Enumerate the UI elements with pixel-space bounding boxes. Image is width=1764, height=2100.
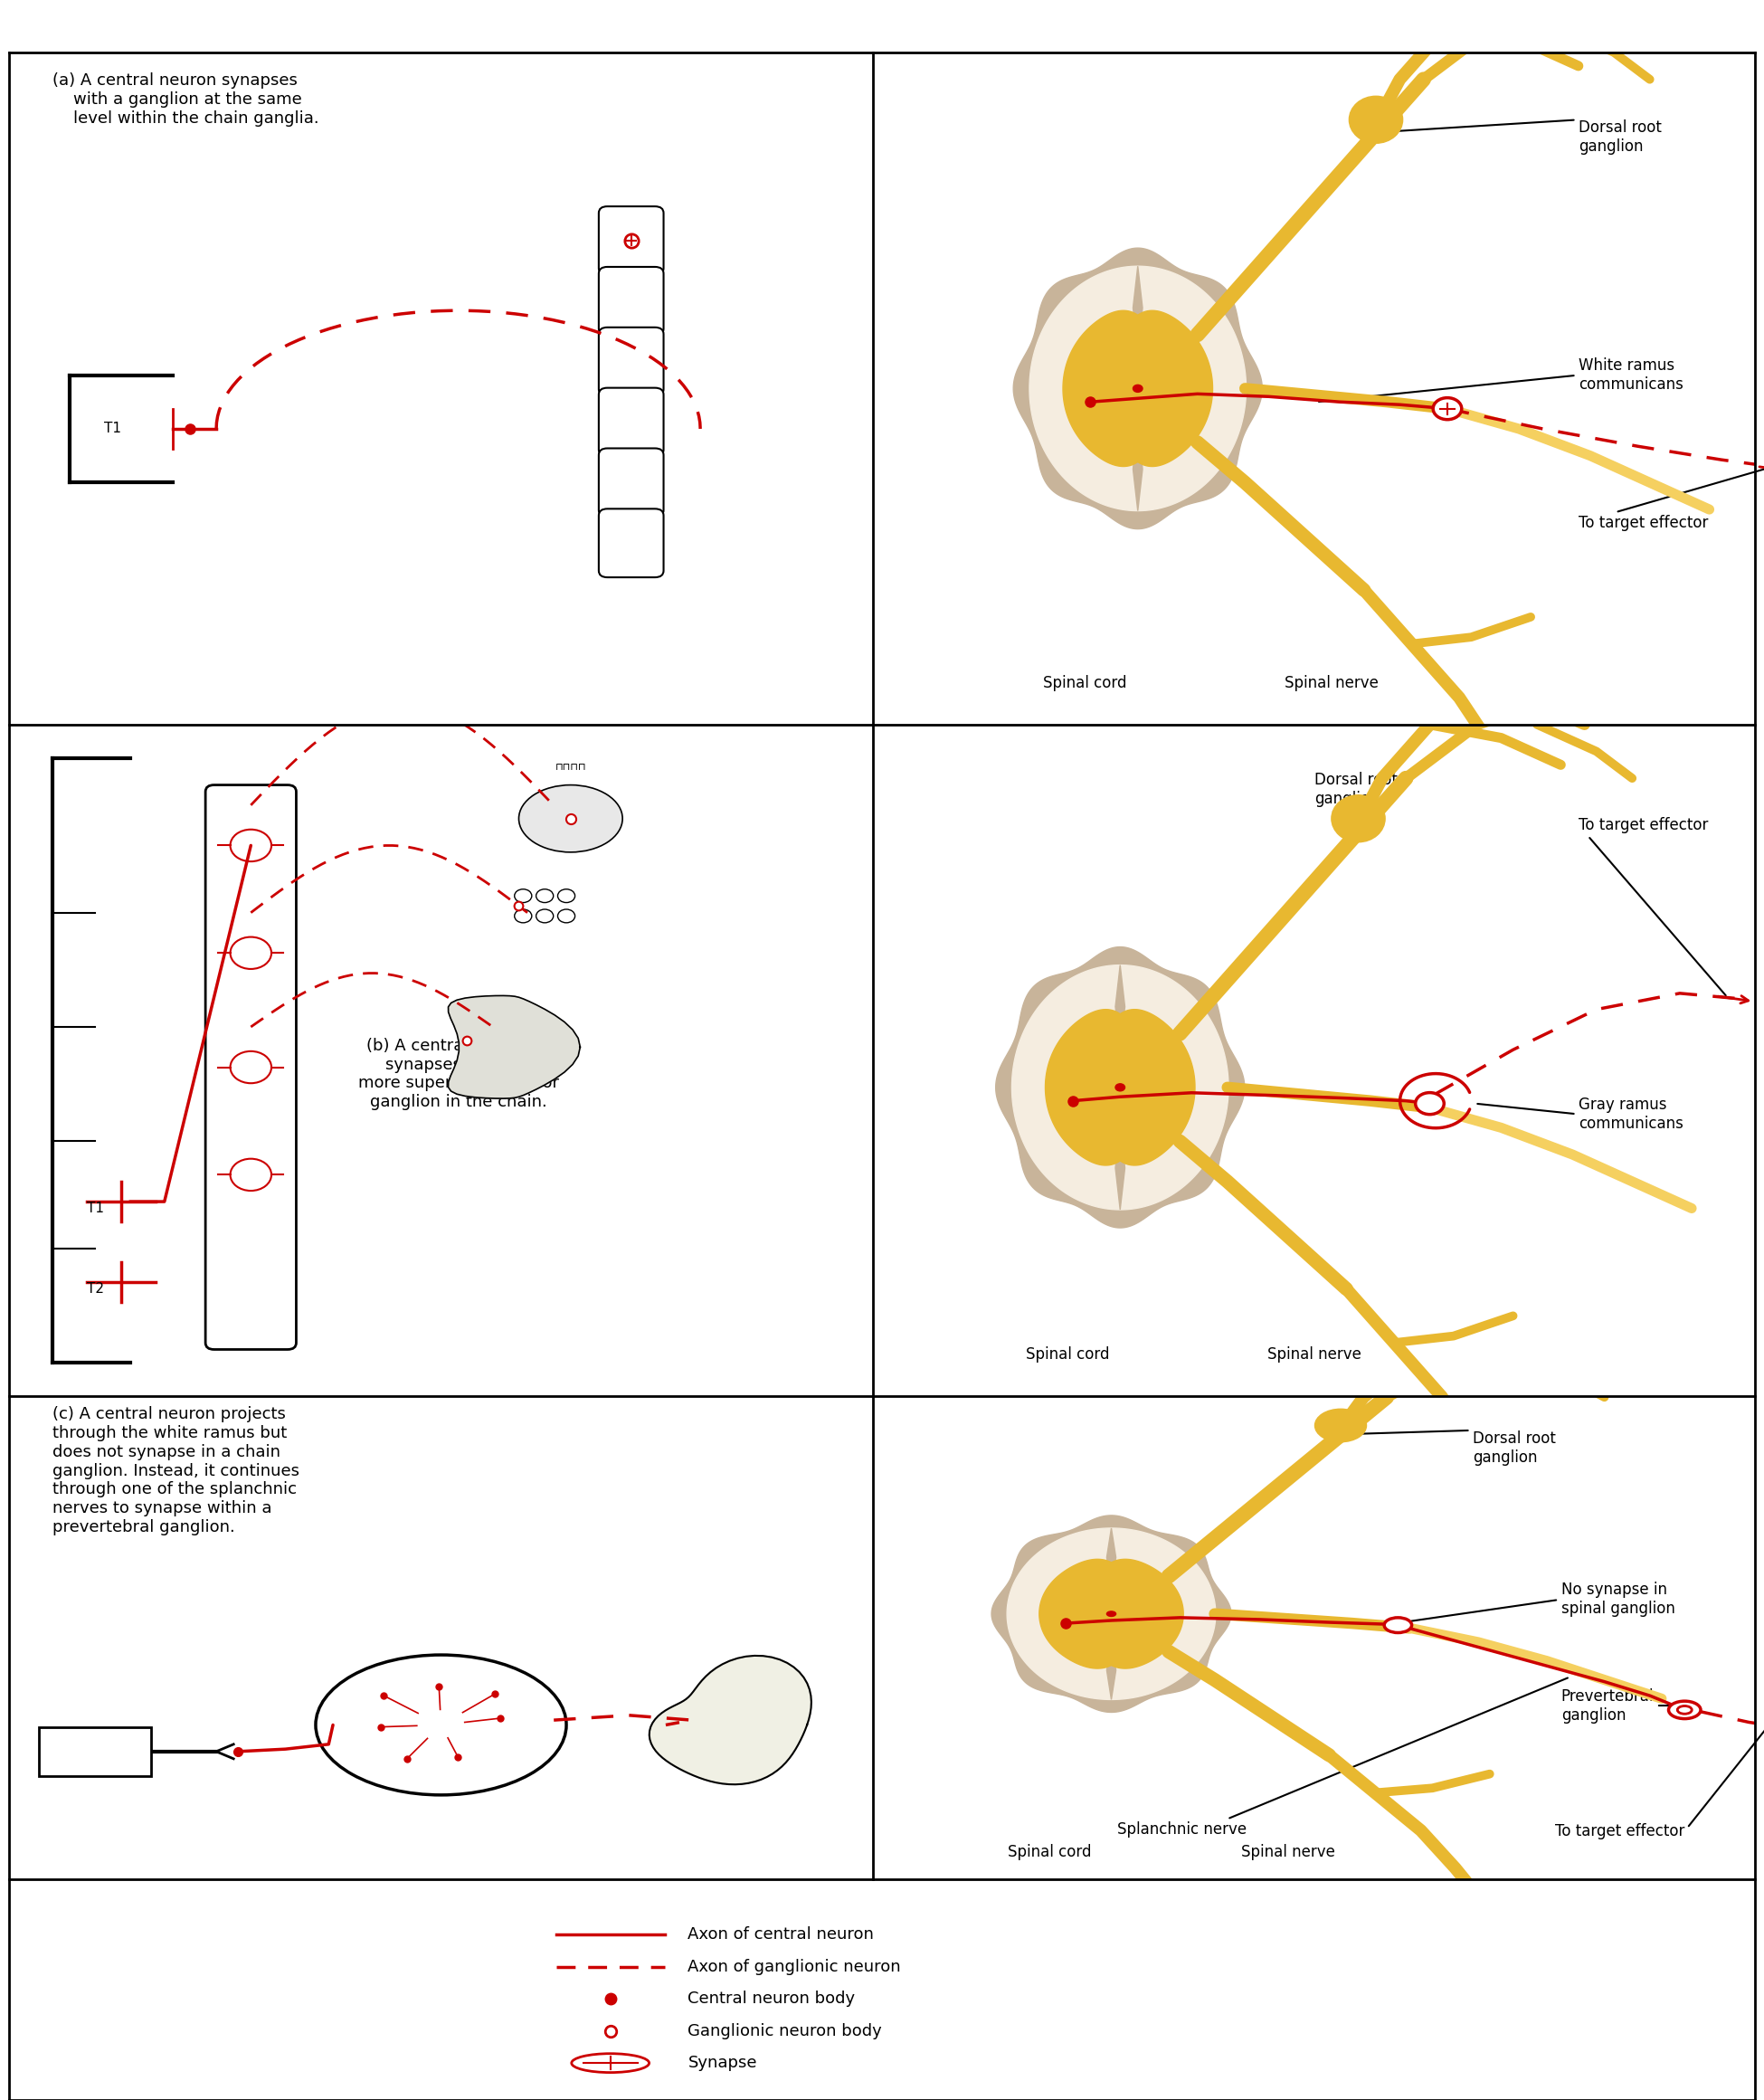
Circle shape — [231, 830, 272, 861]
Circle shape — [1385, 1617, 1411, 1632]
Polygon shape — [1007, 1529, 1215, 1699]
Polygon shape — [1115, 1121, 1125, 1210]
Circle shape — [316, 1655, 566, 1796]
Text: T2: T2 — [86, 1283, 104, 1296]
Circle shape — [1678, 1705, 1692, 1714]
Polygon shape — [1106, 1529, 1117, 1586]
FancyBboxPatch shape — [598, 328, 663, 397]
Text: Splanchnic nerve: Splanchnic nerve — [1117, 1678, 1568, 1838]
Circle shape — [231, 1159, 272, 1191]
Text: ⊓⊓⊓⊓: ⊓⊓⊓⊓ — [556, 762, 586, 771]
Text: T1: T1 — [86, 1201, 104, 1216]
Polygon shape — [1039, 1558, 1184, 1670]
Polygon shape — [1013, 248, 1263, 529]
Circle shape — [557, 909, 575, 922]
Polygon shape — [649, 1655, 811, 1785]
Polygon shape — [1106, 1638, 1117, 1699]
Ellipse shape — [1349, 97, 1402, 143]
FancyBboxPatch shape — [598, 508, 663, 578]
Text: Spinal cord: Spinal cord — [1043, 674, 1127, 691]
Polygon shape — [1115, 966, 1125, 1048]
Circle shape — [515, 888, 531, 903]
Text: Gray ramus
communicans: Gray ramus communicans — [1478, 1096, 1683, 1132]
FancyBboxPatch shape — [205, 785, 296, 1350]
Circle shape — [1415, 1092, 1445, 1115]
Ellipse shape — [519, 785, 623, 853]
Circle shape — [1669, 1701, 1700, 1718]
Circle shape — [1106, 1611, 1117, 1617]
Circle shape — [1132, 384, 1143, 393]
Text: T1: T1 — [104, 422, 122, 435]
Text: T5: T5 — [86, 1745, 104, 1758]
Text: Spinal nerve: Spinal nerve — [1267, 1346, 1362, 1363]
Text: Spinal nerve: Spinal nerve — [1284, 674, 1379, 691]
Circle shape — [557, 888, 575, 903]
Text: Dorsal root
ganglion: Dorsal root ganglion — [1314, 771, 1397, 836]
Polygon shape — [995, 947, 1245, 1228]
Text: To target effector: To target effector — [1579, 468, 1764, 531]
FancyBboxPatch shape — [598, 447, 663, 517]
Polygon shape — [1132, 422, 1143, 510]
Text: Central neuron body: Central neuron body — [688, 1991, 856, 2008]
FancyBboxPatch shape — [39, 1728, 152, 1777]
Text: Dorsal root
ganglion: Dorsal root ganglion — [1367, 120, 1662, 155]
Text: To target effector: To target effector — [1579, 817, 1725, 995]
Circle shape — [1115, 1084, 1125, 1092]
FancyBboxPatch shape — [598, 388, 663, 456]
Text: No synapse in
spinal ganglion: No synapse in spinal ganglion — [1411, 1581, 1676, 1621]
Polygon shape — [1013, 966, 1228, 1210]
Polygon shape — [448, 995, 580, 1098]
Circle shape — [231, 1052, 272, 1084]
Text: (c) A central neuron projects
through the white ramus but
does not synapse in a : (c) A central neuron projects through th… — [53, 1407, 298, 1535]
Polygon shape — [1030, 267, 1245, 510]
Text: Spinal cord: Spinal cord — [1007, 1844, 1092, 1861]
Text: Synapse: Synapse — [688, 2056, 757, 2071]
Ellipse shape — [1314, 1409, 1367, 1443]
Circle shape — [572, 2054, 649, 2073]
Ellipse shape — [1332, 796, 1385, 842]
Text: Ganglionic neuron body: Ganglionic neuron body — [688, 2022, 882, 2039]
Text: Spinal cord: Spinal cord — [1025, 1346, 1110, 1363]
Text: (a) A central neuron synapses
    with a ganglion at the same
    level within t: (a) A central neuron synapses with a gan… — [53, 74, 319, 126]
Text: White ramus
communicans: White ramus communicans — [1319, 357, 1683, 401]
Text: To target effector: To target effector — [1554, 1728, 1764, 1840]
Text: Axon of central neuron: Axon of central neuron — [688, 1926, 875, 1943]
Text: (b) A central neuron
    synapses within a
    more superior or inferior
    gan: (b) A central neuron synapses within a m… — [337, 1037, 559, 1111]
Polygon shape — [1064, 311, 1212, 466]
Circle shape — [536, 888, 554, 903]
Polygon shape — [1046, 1010, 1194, 1166]
Circle shape — [536, 909, 554, 922]
Polygon shape — [1132, 267, 1143, 349]
Circle shape — [231, 937, 272, 968]
FancyBboxPatch shape — [598, 267, 663, 336]
Text: Dorsal root
ganglion: Dorsal root ganglion — [1327, 1430, 1556, 1466]
Polygon shape — [991, 1516, 1231, 1711]
Circle shape — [515, 909, 531, 922]
Text: Prevertebral
ganglion: Prevertebral ganglion — [1561, 1688, 1695, 1724]
Text: Axon of ganglionic neuron: Axon of ganglionic neuron — [688, 1959, 901, 1974]
Text: Spinal nerve: Spinal nerve — [1240, 1844, 1335, 1861]
FancyBboxPatch shape — [598, 206, 663, 275]
Circle shape — [1432, 397, 1462, 420]
